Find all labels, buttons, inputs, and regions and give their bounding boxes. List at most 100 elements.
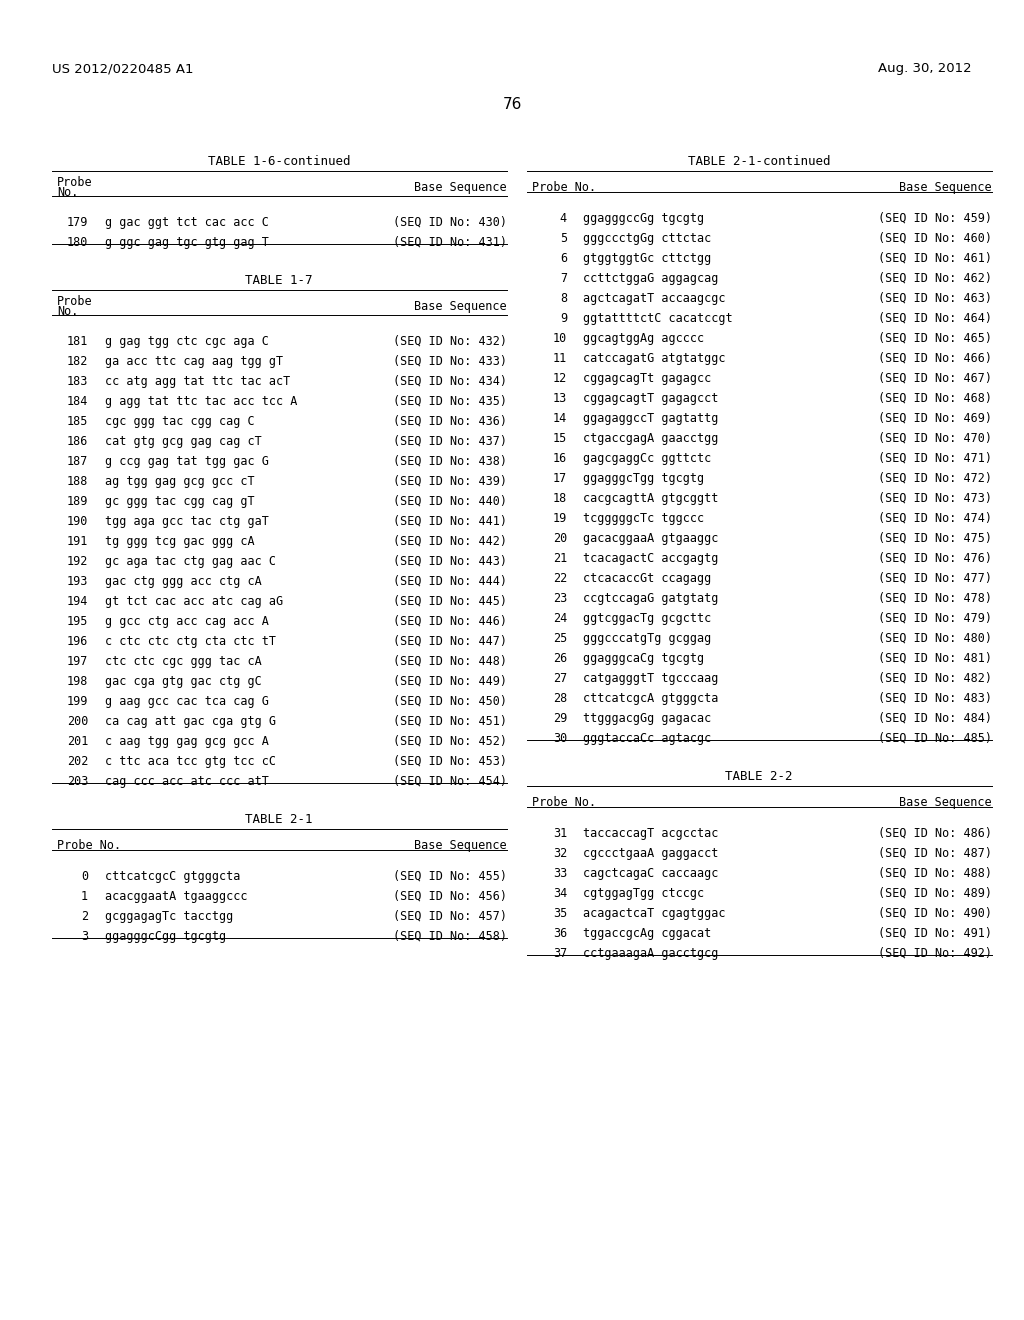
Text: 25: 25	[553, 632, 567, 645]
Text: 37: 37	[553, 946, 567, 960]
Text: (SEQ ID No: 469): (SEQ ID No: 469)	[878, 412, 992, 425]
Text: 36: 36	[553, 927, 567, 940]
Text: gacacggaaA gtgaaggc: gacacggaaA gtgaaggc	[583, 532, 719, 545]
Text: cagctcagaC caccaagc: cagctcagaC caccaagc	[583, 867, 719, 880]
Text: 186: 186	[67, 436, 88, 447]
Text: tg ggg tcg gac ggg cA: tg ggg tcg gac ggg cA	[105, 535, 255, 548]
Text: Probe No.: Probe No.	[57, 840, 121, 851]
Text: (SEQ ID No: 458): (SEQ ID No: 458)	[393, 931, 507, 942]
Text: 22: 22	[553, 572, 567, 585]
Text: (SEQ ID No: 466): (SEQ ID No: 466)	[878, 352, 992, 366]
Text: (SEQ ID No: 431): (SEQ ID No: 431)	[393, 236, 507, 249]
Text: g gac ggt tct cac acc C: g gac ggt tct cac acc C	[105, 216, 269, 228]
Text: c ctc ctc ctg cta ctc tT: c ctc ctc ctg cta ctc tT	[105, 635, 276, 648]
Text: (SEQ ID No: 489): (SEQ ID No: 489)	[878, 887, 992, 900]
Text: ggagggcCgg tgcgtg: ggagggcCgg tgcgtg	[105, 931, 226, 942]
Text: 2: 2	[81, 909, 88, 923]
Text: (SEQ ID No: 438): (SEQ ID No: 438)	[393, 455, 507, 469]
Text: (SEQ ID No: 492): (SEQ ID No: 492)	[878, 946, 992, 960]
Text: (SEQ ID No: 470): (SEQ ID No: 470)	[878, 432, 992, 445]
Text: 192: 192	[67, 554, 88, 568]
Text: tgg aga gcc tac ctg gaT: tgg aga gcc tac ctg gaT	[105, 515, 269, 528]
Text: (SEQ ID No: 451): (SEQ ID No: 451)	[393, 715, 507, 729]
Text: 8: 8	[560, 292, 567, 305]
Text: No.: No.	[57, 186, 79, 199]
Text: 13: 13	[553, 392, 567, 405]
Text: 202: 202	[67, 755, 88, 768]
Text: (SEQ ID No: 460): (SEQ ID No: 460)	[878, 232, 992, 246]
Text: 18: 18	[553, 492, 567, 506]
Text: g gag tgg ctc cgc aga C: g gag tgg ctc cgc aga C	[105, 335, 269, 348]
Text: ag tgg gag gcg gcc cT: ag tgg gag gcg gcc cT	[105, 475, 255, 488]
Text: gc aga tac ctg gag aac C: gc aga tac ctg gag aac C	[105, 554, 276, 568]
Text: gc ggg tac cgg cag gT: gc ggg tac cgg cag gT	[105, 495, 255, 508]
Text: cttcatcgcA gtgggcta: cttcatcgcA gtgggcta	[583, 692, 719, 705]
Text: (SEQ ID No: 430): (SEQ ID No: 430)	[393, 216, 507, 228]
Text: 7: 7	[560, 272, 567, 285]
Text: (SEQ ID No: 485): (SEQ ID No: 485)	[878, 733, 992, 744]
Text: (SEQ ID No: 468): (SEQ ID No: 468)	[878, 392, 992, 405]
Text: 1: 1	[81, 890, 88, 903]
Text: Probe No.: Probe No.	[532, 181, 596, 194]
Text: tcacagactC accgagtg: tcacagactC accgagtg	[583, 552, 719, 565]
Text: 9: 9	[560, 312, 567, 325]
Text: 16: 16	[553, 451, 567, 465]
Text: Probe: Probe	[57, 176, 92, 189]
Text: (SEQ ID No: 454): (SEQ ID No: 454)	[393, 775, 507, 788]
Text: cggagcagtT gagagcct: cggagcagtT gagagcct	[583, 392, 719, 405]
Text: 198: 198	[67, 675, 88, 688]
Text: 19: 19	[553, 512, 567, 525]
Text: (SEQ ID No: 491): (SEQ ID No: 491)	[878, 927, 992, 940]
Text: 24: 24	[553, 612, 567, 624]
Text: 29: 29	[553, 711, 567, 725]
Text: cttcatcgcC gtgggcta: cttcatcgcC gtgggcta	[105, 870, 241, 883]
Text: 199: 199	[67, 696, 88, 708]
Text: (SEQ ID No: 480): (SEQ ID No: 480)	[878, 632, 992, 645]
Text: gcggagagTc tacctgg: gcggagagTc tacctgg	[105, 909, 233, 923]
Text: 27: 27	[553, 672, 567, 685]
Text: 196: 196	[67, 635, 88, 648]
Text: (SEQ ID No: 481): (SEQ ID No: 481)	[878, 652, 992, 665]
Text: (SEQ ID No: 483): (SEQ ID No: 483)	[878, 692, 992, 705]
Text: Aug. 30, 2012: Aug. 30, 2012	[879, 62, 972, 75]
Text: (SEQ ID No: 479): (SEQ ID No: 479)	[878, 612, 992, 624]
Text: (SEQ ID No: 450): (SEQ ID No: 450)	[393, 696, 507, 708]
Text: gggtaccaCc agtacgc: gggtaccaCc agtacgc	[583, 733, 712, 744]
Text: (SEQ ID No: 490): (SEQ ID No: 490)	[878, 907, 992, 920]
Text: 185: 185	[67, 414, 88, 428]
Text: Base Sequence: Base Sequence	[899, 181, 992, 194]
Text: cctgaaagaA gacctgcg: cctgaaagaA gacctgcg	[583, 946, 719, 960]
Text: (SEQ ID No: 474): (SEQ ID No: 474)	[878, 512, 992, 525]
Text: ggcagtggAg agcccc: ggcagtggAg agcccc	[583, 333, 705, 345]
Text: ggagaggccT gagtattg: ggagaggccT gagtattg	[583, 412, 719, 425]
Text: (SEQ ID No: 442): (SEQ ID No: 442)	[393, 535, 507, 548]
Text: ccttctggaG aggagcag: ccttctggaG aggagcag	[583, 272, 719, 285]
Text: tggaccgcAg cggacat: tggaccgcAg cggacat	[583, 927, 712, 940]
Text: (SEQ ID No: 441): (SEQ ID No: 441)	[393, 515, 507, 528]
Text: c ttc aca tcc gtg tcc cC: c ttc aca tcc gtg tcc cC	[105, 755, 276, 768]
Text: (SEQ ID No: 440): (SEQ ID No: 440)	[393, 495, 507, 508]
Text: (SEQ ID No: 475): (SEQ ID No: 475)	[878, 532, 992, 545]
Text: 6: 6	[560, 252, 567, 265]
Text: (SEQ ID No: 462): (SEQ ID No: 462)	[878, 272, 992, 285]
Text: 182: 182	[67, 355, 88, 368]
Text: cag ccc acc atc ccc atT: cag ccc acc atc ccc atT	[105, 775, 269, 788]
Text: 14: 14	[553, 412, 567, 425]
Text: (SEQ ID No: 464): (SEQ ID No: 464)	[878, 312, 992, 325]
Text: (SEQ ID No: 452): (SEQ ID No: 452)	[393, 735, 507, 748]
Text: (SEQ ID No: 467): (SEQ ID No: 467)	[878, 372, 992, 385]
Text: Probe: Probe	[57, 294, 92, 308]
Text: ggtcggacTg gcgcttc: ggtcggacTg gcgcttc	[583, 612, 712, 624]
Text: cat gtg gcg gag cag cT: cat gtg gcg gag cag cT	[105, 436, 262, 447]
Text: TABLE 2-1-continued: TABLE 2-1-continued	[688, 154, 830, 168]
Text: ttgggacgGg gagacac: ttgggacgGg gagacac	[583, 711, 712, 725]
Text: 26: 26	[553, 652, 567, 665]
Text: TABLE 1-7: TABLE 1-7	[246, 275, 312, 286]
Text: 189: 189	[67, 495, 88, 508]
Text: cgc ggg tac cgg cag C: cgc ggg tac cgg cag C	[105, 414, 255, 428]
Text: 187: 187	[67, 455, 88, 469]
Text: TABLE 2-2: TABLE 2-2	[725, 770, 793, 783]
Text: Base Sequence: Base Sequence	[415, 300, 507, 313]
Text: ga acc ttc cag aag tgg gT: ga acc ttc cag aag tgg gT	[105, 355, 283, 368]
Text: acagactcaT cgagtggac: acagactcaT cgagtggac	[583, 907, 725, 920]
